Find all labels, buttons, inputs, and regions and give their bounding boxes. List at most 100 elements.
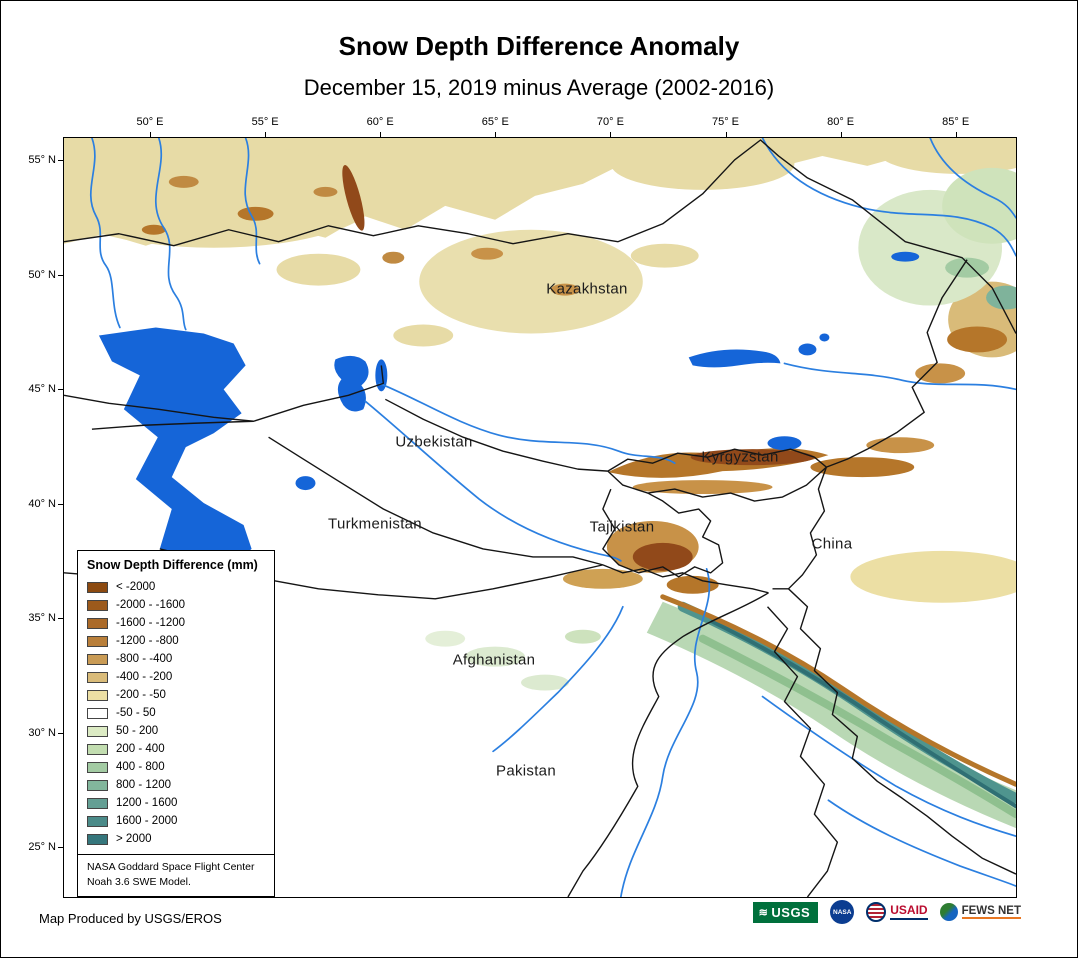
legend-entry: -800 - -400 xyxy=(87,650,265,668)
lat-tick-mark xyxy=(58,503,63,505)
lat-tick-mark xyxy=(58,732,63,734)
legend-swatch xyxy=(87,743,108,755)
nasa-logo: NASA xyxy=(830,900,855,924)
lat-tick-label: 55° N xyxy=(28,154,56,166)
legend-swatch xyxy=(87,761,108,773)
lat-tick-label: 35° N xyxy=(28,612,56,624)
country-label-china: China xyxy=(811,535,853,553)
lon-tick-mark xyxy=(725,132,727,137)
legend-swatch xyxy=(87,581,108,593)
fewsnet-logo: FEWS NET xyxy=(939,903,1021,921)
lon-tick-label: 55° E xyxy=(251,116,279,128)
legend-note: NASA Goddard Space Flight Center Noah 3.… xyxy=(78,854,274,891)
usgs-logo-text: USGS xyxy=(771,904,811,920)
legend-entry: 200 - 400 xyxy=(87,740,265,758)
lakes xyxy=(98,251,920,569)
lon-tick-label: 80° E xyxy=(827,116,855,128)
usaid-logo-text: USAID xyxy=(890,904,928,920)
lat-tick-mark xyxy=(58,160,63,161)
legend-note-line1: NASA Goddard Space Flight Center xyxy=(87,861,255,873)
legend-entry: -1200 - -800 xyxy=(87,632,265,650)
usgs-logo: ≋ USGS xyxy=(752,901,819,923)
legend-entry-label: 400 - 800 xyxy=(116,761,165,773)
legend-entry-label: > 2000 xyxy=(116,833,152,845)
legend-entry-label: 800 - 1200 xyxy=(116,779,171,791)
legend: Snow Depth Difference (mm) < -2000 -2000 … xyxy=(77,550,275,898)
legend-entry: < -2000 xyxy=(87,578,265,596)
lon-tick-mark xyxy=(265,132,267,137)
lon-tick-mark xyxy=(955,132,957,137)
negative-anomaly-regions xyxy=(64,138,1016,603)
nasa-logo-text: NASA xyxy=(833,908,852,916)
country-label-kazakhstan: Kazakhstan xyxy=(546,280,628,298)
lon-tick-label: 60° E xyxy=(366,116,394,128)
lat-tick-label: 25° N xyxy=(28,841,56,853)
legend-swatch xyxy=(87,671,108,683)
legend-swatch xyxy=(87,617,108,629)
legend-swatch xyxy=(87,833,108,845)
legend-entry: 50 - 200 xyxy=(87,722,265,740)
logo-row: ≋ USGS NASA USAID FEWS NET xyxy=(752,900,1021,924)
lon-tick-label: 75° E xyxy=(711,116,740,128)
legend-swatch xyxy=(87,779,108,791)
legend-swatch xyxy=(87,689,108,701)
lon-tick-label: 70° E xyxy=(596,116,624,128)
legend-entry-label: -200 - -50 xyxy=(116,689,166,701)
country-borders xyxy=(64,139,1016,897)
country-label-uzbekistan: Uzbekistan xyxy=(395,433,473,451)
lon-tick-mark xyxy=(495,132,497,137)
legend-swatch xyxy=(87,635,108,647)
map-subtitle: December 15, 2019 minus Average (2002-20… xyxy=(303,75,775,100)
legend-entry-label: -50 - 50 xyxy=(116,707,156,719)
legend-entry-label: -1200 - -800 xyxy=(116,635,179,647)
usgs-wave-icon: ≋ xyxy=(758,906,769,919)
lat-tick-label: 40° N xyxy=(28,497,56,510)
lon-tick-label: 65° E xyxy=(481,116,509,128)
lat-tick-mark xyxy=(58,274,63,276)
legend-entry: 400 - 800 xyxy=(87,758,265,776)
legend-entry-label: < -2000 xyxy=(116,581,156,593)
legend-entry-label: 200 - 400 xyxy=(116,743,165,755)
legend-entry: -1600 - -1200 xyxy=(87,614,265,632)
legend-entry: -400 - -200 xyxy=(87,668,265,686)
lat-tick-mark xyxy=(58,847,63,848)
country-label-pakistan: Pakistan xyxy=(496,762,556,780)
legend-entry: 1200 - 1600 xyxy=(87,794,265,812)
legend-swatch xyxy=(87,797,108,809)
map-title: Snow Depth Difference Anomaly xyxy=(338,31,740,61)
legend-swatch xyxy=(87,725,108,737)
legend-swatch xyxy=(87,707,108,719)
legend-entries: < -2000 -2000 - -1600 -1600 - -1200 -1200 -… xyxy=(87,578,265,848)
lon-tick-mark xyxy=(840,132,842,137)
legend-swatch xyxy=(87,815,108,827)
lon-tick-mark xyxy=(610,132,612,137)
usaid-seal-icon xyxy=(866,902,887,922)
legend-entry: 800 - 1200 xyxy=(87,776,265,794)
country-label-afghanistan: Afghanistan xyxy=(452,651,536,669)
lat-tick-label: 30° N xyxy=(28,726,56,739)
legend-entry-label: -2000 - -1600 xyxy=(116,599,186,611)
legend-entry-label: 1200 - 1600 xyxy=(116,797,178,809)
country-label-kyrgyzstan: Kyrgyzstan xyxy=(701,448,779,466)
lon-tick-mark xyxy=(150,132,151,137)
map-credit: Map Produced by USGS/EROS xyxy=(39,911,222,926)
lat-tick-mark xyxy=(58,618,63,619)
legend-swatch xyxy=(87,599,108,611)
legend-entry-label: -800 - -400 xyxy=(116,653,173,665)
legend-entry: -200 - -50 xyxy=(87,686,265,704)
legend-entry: -2000 - -1600 xyxy=(87,596,265,614)
country-label-tajikistan: Tajikistan xyxy=(589,518,655,536)
legend-swatch xyxy=(87,653,108,665)
positive-anomaly-regions xyxy=(425,167,1016,829)
legend-entry-label: -1600 - -1200 xyxy=(116,617,186,629)
lon-tick-label: 85° E xyxy=(942,116,970,128)
legend-entry-label: 1600 - 2000 xyxy=(116,815,178,827)
legend-note-line2: Noah 3.6 SWE Model. xyxy=(87,875,191,888)
legend-entry: > 2000 xyxy=(87,830,265,848)
legend-title: Snow Depth Difference (mm) xyxy=(87,558,258,572)
lat-tick-mark xyxy=(58,389,63,390)
usaid-logo: USAID xyxy=(866,902,928,922)
legend-entry: 1600 - 2000 xyxy=(87,812,265,830)
lon-tick-label: 50° E xyxy=(136,116,164,128)
